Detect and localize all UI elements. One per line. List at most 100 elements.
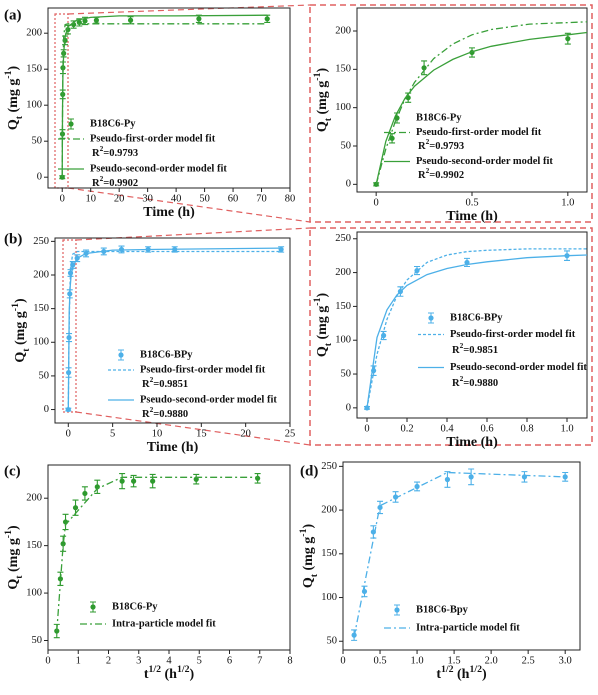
legend-marker <box>428 315 434 321</box>
y-tick-label: 250 <box>335 233 351 244</box>
x-tick-label: 10 <box>85 193 96 204</box>
panel-label: (d) <box>300 463 318 479</box>
y-tick-label: 100 <box>335 335 351 346</box>
text-part: ) <box>13 298 28 303</box>
text-part: ) <box>315 68 330 73</box>
text-part: R <box>418 170 426 181</box>
y-tick-label: 100 <box>26 587 42 598</box>
y-tick-label: 0 <box>37 172 42 183</box>
legend-label: B18C6-Py <box>416 112 462 123</box>
zoom-connector <box>75 227 311 241</box>
x-tick-label: 40 <box>171 193 182 204</box>
text-part: R <box>142 379 150 390</box>
y-tick-label: 0 <box>346 402 351 413</box>
x-tick-label: 4 <box>166 655 172 666</box>
text-part: Q <box>301 577 316 588</box>
text-part: (mg g <box>301 537 316 574</box>
data-point <box>392 494 399 500</box>
y-tick-label: 100 <box>33 337 49 348</box>
x-tick-label: 0.4 <box>440 423 454 434</box>
x-tick-label: 2 <box>106 655 111 666</box>
legend-label: Pseudo-first-order model fit <box>140 364 266 375</box>
y-tick-label: 50 <box>341 140 352 151</box>
text-part: R <box>92 148 100 159</box>
legend-label: Pseudo-second-order model fit <box>450 362 587 373</box>
x-tick-label: 0.5 <box>465 197 478 208</box>
x-tick-label: 15 <box>196 428 207 439</box>
text-part: t <box>14 575 25 579</box>
text-part: -1 <box>298 528 309 536</box>
legend-label: B18C6-Py <box>90 118 136 129</box>
x-tick-label: 2.0 <box>485 655 498 666</box>
x-axis-label: Time (h) <box>143 205 195 220</box>
text-part: R <box>92 178 100 189</box>
plot-frame <box>47 7 291 189</box>
text-part: t <box>323 117 334 121</box>
text-part: Q <box>6 119 21 130</box>
text-part: ) <box>6 525 21 530</box>
text-part: Time (h) <box>446 209 498 224</box>
text-part: Q <box>315 121 330 132</box>
y-tick-label: 150 <box>33 303 49 314</box>
x-tick-label: 6 <box>227 655 232 666</box>
legend-marker <box>394 115 400 121</box>
x-axis-label: Time (h) <box>147 440 199 455</box>
y-axis-label: Qt (mg g-1) <box>312 68 334 133</box>
y-axis-label: Qt (mg g-1) <box>10 298 32 363</box>
data-point <box>65 406 71 413</box>
y-tick-label: 50 <box>39 370 50 381</box>
x-tick-label: 20 <box>240 428 251 439</box>
text-part: R <box>452 345 460 356</box>
fit-line <box>61 14 268 178</box>
x-tick-label: 1.5 <box>448 655 461 666</box>
text-part: ) <box>6 66 21 71</box>
text-part: Q <box>315 346 330 357</box>
legend-label: Intra-particle model fit <box>416 622 520 633</box>
x-tick-label: 5 <box>110 428 115 439</box>
legend-label: B18C6-BPy <box>450 312 503 323</box>
fit-line <box>375 31 588 185</box>
x-tick-label: 7 <box>257 655 262 666</box>
text-part: 2 <box>100 174 104 183</box>
text-part: t <box>144 667 149 682</box>
y-tick-label: 200 <box>26 28 42 39</box>
text-part: =0.9902 <box>429 170 464 181</box>
fit-line <box>366 248 587 409</box>
text-part: 2 <box>426 166 430 175</box>
data-point <box>60 541 66 547</box>
data-point <box>414 483 420 490</box>
text-part: t <box>21 348 32 352</box>
legend-label: Pseudo-second-order model fit <box>140 394 277 405</box>
text-part: t <box>436 667 441 682</box>
y-tick-label: 100 <box>321 592 337 603</box>
y-tick-label: 250 <box>321 461 337 472</box>
text-part: Q <box>6 579 21 590</box>
data-point <box>54 628 60 634</box>
data-point <box>150 478 156 484</box>
data-point <box>72 505 79 511</box>
text-part: (mg g <box>315 81 330 118</box>
x-axis-label: Time (h) <box>446 209 498 224</box>
y-tick-label: 200 <box>26 493 42 504</box>
x-tick-label: 1.0 <box>561 197 574 208</box>
x-tick-label: 5 <box>197 655 202 666</box>
text-part: -1 <box>312 72 323 80</box>
data-point <box>57 576 64 582</box>
legend-label: Pseudo-second-order model fit <box>90 163 227 174</box>
legend-marker <box>68 121 74 127</box>
text-part: (mg g <box>315 306 330 343</box>
x-axis-label: Time (h) <box>446 435 498 450</box>
y-axis-label: Qt (mg g-1) <box>298 524 320 589</box>
text-part: Time (h) <box>446 435 498 450</box>
x-tick-label: 1.0 <box>411 655 424 666</box>
x-tick-label: 3.0 <box>559 655 572 666</box>
text-part: 2 <box>460 341 464 350</box>
legend-label: B18C6-Bpy <box>416 604 469 615</box>
text-part: t <box>309 573 320 577</box>
text-part: ) <box>301 524 316 529</box>
x-tick-label: 1 <box>76 655 81 666</box>
y-tick-label: 200 <box>33 269 49 280</box>
x-tick-label: 10 <box>152 428 163 439</box>
data-point <box>196 16 202 22</box>
